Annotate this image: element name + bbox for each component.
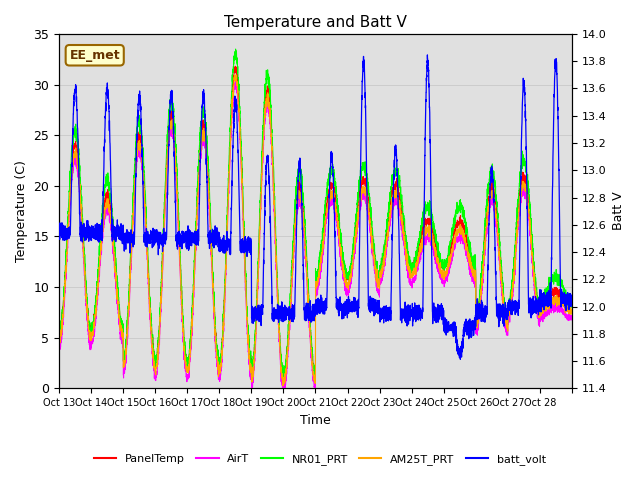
X-axis label: Time: Time xyxy=(300,414,331,427)
Text: EE_met: EE_met xyxy=(69,49,120,62)
Y-axis label: Batt V: Batt V xyxy=(612,192,625,230)
Y-axis label: Temperature (C): Temperature (C) xyxy=(15,160,28,262)
Title: Temperature and Batt V: Temperature and Batt V xyxy=(224,15,407,30)
Legend: PanelTemp, AirT, NR01_PRT, AM25T_PRT, batt_volt: PanelTemp, AirT, NR01_PRT, AM25T_PRT, ba… xyxy=(90,450,550,469)
